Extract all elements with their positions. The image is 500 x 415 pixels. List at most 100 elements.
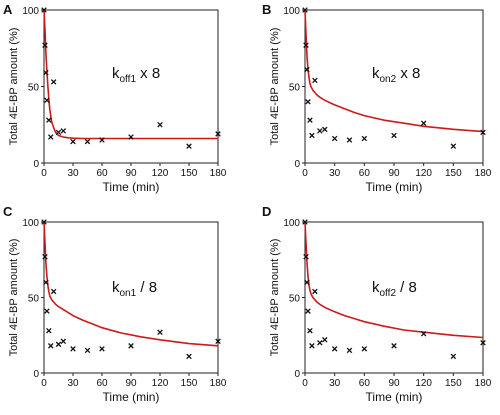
panel-c-data-point xyxy=(84,347,91,354)
panel-a-x-tick-label: 0 xyxy=(41,168,47,179)
panel-d-x-tick-label: 30 xyxy=(329,378,341,389)
panel-a-data-point xyxy=(99,137,105,143)
panel-b-data-point xyxy=(303,42,309,48)
panel-a-plot-frame xyxy=(43,9,219,164)
panel-c-y-axis-label: Total 4E-BP amount (%) xyxy=(8,239,20,357)
panel-c-data-point xyxy=(50,288,57,295)
panel-b-y-tick-label: 0 xyxy=(294,159,300,170)
panel-d-data-point xyxy=(361,346,368,352)
panel-a-data-point xyxy=(55,129,62,136)
panel-c-data-point xyxy=(42,253,48,260)
panel-d-data-point xyxy=(322,337,328,343)
panel-a-data-point xyxy=(43,69,49,76)
panel-c-rate-annotation: kon1 / 8 xyxy=(112,279,157,299)
panel-c-x-tick-label: 150 xyxy=(181,378,198,389)
panel-b-x-tick-label: 30 xyxy=(329,168,341,179)
panel-a-x-tick-label: 60 xyxy=(96,168,108,179)
panel-d-data-point xyxy=(305,308,311,314)
panel-b-data-point xyxy=(450,143,457,149)
panel-b-data-point xyxy=(346,137,353,143)
panel-a-data-point xyxy=(44,97,50,104)
panel-b: B 0 30 60 90 120 150 180 0 50 100 Time (min) Total 4… xyxy=(262,2,492,194)
panel-b-y-axis-label: Total 4E-BP amount (%) xyxy=(269,28,281,146)
panel-c-x-tick-label: 30 xyxy=(67,378,79,389)
panel-b-x-tick-label: 150 xyxy=(445,168,462,179)
panel-b-data-point xyxy=(391,132,397,139)
panel-c-data-point xyxy=(215,338,221,345)
panel-b-data-point xyxy=(480,129,486,136)
panel-b-data-point xyxy=(307,117,313,123)
panel-d-x-tick-label: 90 xyxy=(388,378,400,389)
panel-c-x-tick-label: 180 xyxy=(210,378,227,389)
panel-c-fit-curve xyxy=(43,221,219,347)
panel-d-data-point xyxy=(302,219,308,225)
panel-b-x-tick-label: 120 xyxy=(415,168,432,179)
panel-b-rate-subscript: on2 xyxy=(380,74,397,85)
panel-d-rate-symbol: k xyxy=(372,279,380,296)
panel-b-data-point xyxy=(302,7,308,13)
panel-a-rate-annotation: koff1 x 8 xyxy=(112,65,160,85)
panel-d-y-tick-label: 0 xyxy=(294,369,300,380)
panel-a-x-tick-label: 30 xyxy=(67,168,79,179)
panel-a-data-point xyxy=(50,79,57,85)
panel-a-x-tick-label: 120 xyxy=(152,168,169,179)
panel-d-rate-annotation: koff2 / 8 xyxy=(372,279,417,299)
panel-d-y-tick-label: 100 xyxy=(283,218,300,229)
panel-c-data-point xyxy=(99,346,105,352)
panel-c-data-point xyxy=(70,346,76,352)
panel-a-fit-curve xyxy=(43,9,218,140)
panel-d: D 0 30 60 90 120 150 180 0 50 100 Time (min) Total 4… xyxy=(262,204,492,404)
panel-c-rate-factor: / 8 xyxy=(136,279,157,296)
panel-d-data-point xyxy=(303,253,309,260)
panel-c-label: C xyxy=(3,204,13,219)
panel-c-data-point xyxy=(41,219,47,225)
panel-d-x-tick-label: 60 xyxy=(359,378,371,389)
panel-a: A 0 30 60 90 120 150 180 0 50 100 Time (min) Total 4… xyxy=(3,2,227,194)
panel-a-rate-symbol: k xyxy=(112,65,120,82)
panel-d-data-point xyxy=(480,340,486,346)
panel-b-label: B xyxy=(262,2,271,17)
panel-b-x-tick-label: 60 xyxy=(359,168,371,179)
panel-b-fit-curve xyxy=(304,9,484,133)
panel-a-x-tick-label: 180 xyxy=(210,168,227,179)
panel-d-rate-factor: / 8 xyxy=(396,279,417,296)
panel-a-x-tick-label: 90 xyxy=(125,168,137,179)
panel-c-data-point xyxy=(128,343,134,349)
panel-a-rate-subscript: off1 xyxy=(120,74,137,85)
panel-b-plot-frame xyxy=(304,9,484,164)
panel-c-x-tick-label: 90 xyxy=(125,378,137,389)
panel-c-y-tick-label: 100 xyxy=(22,218,39,229)
panel-c-rate-symbol: k xyxy=(112,279,120,296)
panel-a-y-tick-label: 0 xyxy=(33,159,39,170)
panel-a-data-point xyxy=(46,117,52,123)
panel-b-rate-factor: x 8 xyxy=(396,65,420,82)
panel-b-data-point xyxy=(331,135,338,142)
panel-c-data-point xyxy=(46,327,52,334)
panel-b-data-point xyxy=(317,128,323,134)
panel-b-data-point xyxy=(420,120,427,126)
panel-d-y-tick-label: 50 xyxy=(289,294,301,305)
panel-b-x-tick-label: 90 xyxy=(388,168,400,179)
panel-a-x-tick-label: 150 xyxy=(181,168,198,179)
panel-c-data-point xyxy=(186,353,192,360)
panel-c-data-point xyxy=(43,279,49,286)
panel-b-rate-annotation: kon2 x 8 xyxy=(372,65,420,85)
panel-d-data-point xyxy=(309,343,315,349)
panel-c-data-point xyxy=(44,308,50,314)
panel-b-data-point xyxy=(322,126,328,133)
panel-d-data-point xyxy=(331,346,338,352)
panel-d-x-tick-label: 180 xyxy=(475,378,492,389)
panel-c-x-tick-label: 120 xyxy=(152,378,169,389)
panel-d-data-point xyxy=(450,353,457,360)
panel-d-x-tick-label: 150 xyxy=(445,378,462,389)
panel-d-x-axis-label: Time (min) xyxy=(366,390,423,404)
panel-b-rate-symbol: k xyxy=(372,65,380,82)
panel-a-y-axis-label: Total 4E-BP amount (%) xyxy=(8,28,20,146)
panel-b-data-point xyxy=(309,132,315,139)
panel-d-data-point xyxy=(312,288,318,295)
panel-d-x-tick-label: 0 xyxy=(302,378,308,389)
panel-d-data-point xyxy=(304,279,310,286)
panel-d-data-point xyxy=(307,327,313,334)
panel-a-data-point xyxy=(157,121,163,128)
